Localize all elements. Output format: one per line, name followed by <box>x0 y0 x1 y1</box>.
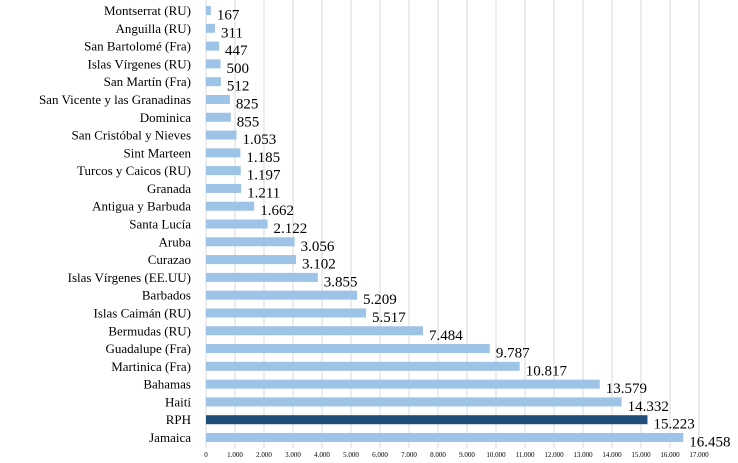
bar <box>206 23 216 33</box>
category-label: Barbados <box>142 288 191 303</box>
x-tick-label: 8.000 <box>430 451 446 459</box>
bar <box>206 6 211 15</box>
bar <box>206 255 296 265</box>
category-label: Martinica (Fra) <box>111 359 191 374</box>
bar <box>206 326 424 336</box>
x-tick-label: 1.000 <box>227 451 243 459</box>
data-label: 825 <box>236 96 258 112</box>
category-label: Bermudas (RU) <box>108 323 191 338</box>
x-axis-tick-labels: 0 1.000 2.000 3.000 4.000 5.000 6.000 7.000 8.00… <box>204 451 709 459</box>
bar <box>206 201 255 211</box>
data-label: 1.185 <box>246 150 280 166</box>
category-label: San Martín (Fra) <box>104 74 191 89</box>
data-label: 3.056 <box>301 239 335 255</box>
bar <box>206 77 221 87</box>
data-label: 311 <box>221 25 243 41</box>
x-tick-label: 6.000 <box>372 451 388 459</box>
bar <box>206 308 366 318</box>
category-label: San Cristóbal y Nieves <box>71 128 191 143</box>
x-tick-label: 5.000 <box>343 451 359 459</box>
x-tick-label: 0 <box>204 451 208 459</box>
x-tick-label: 4.000 <box>314 451 330 459</box>
x-tick-label: 3.000 <box>285 451 301 459</box>
category-label: Anguilla (RU) <box>116 21 191 36</box>
category-label: Turcos y Caicos (RU) <box>77 163 191 178</box>
data-label: 1.662 <box>260 203 294 219</box>
category-label: Islas Caimán (RU) <box>94 305 191 320</box>
bar <box>206 361 520 371</box>
category-label: Montserrat (RU) <box>104 3 191 18</box>
data-label: 2.122 <box>274 221 308 237</box>
x-tick-label: 2.000 <box>256 451 272 459</box>
category-label: Bahamas <box>143 377 191 392</box>
bar <box>206 148 241 158</box>
x-tick-label: 17.000 <box>689 451 709 459</box>
data-label: 500 <box>227 61 250 77</box>
category-label: Islas Vírgenes (EE.UU) <box>68 270 191 285</box>
bar <box>206 219 268 229</box>
data-label: 167 <box>217 8 240 24</box>
data-label: 512 <box>227 79 250 95</box>
category-label: RPH <box>166 412 191 427</box>
bar <box>206 344 490 354</box>
x-tick-label: 13.000 <box>573 451 593 459</box>
data-label: 1.053 <box>243 132 277 148</box>
category-label: Jamaica <box>149 430 191 445</box>
bar <box>206 237 295 247</box>
data-label: 1.197 <box>247 168 281 184</box>
category-labels: Montserrat (RU) Anguilla (RU) San Bartolom… <box>39 3 192 445</box>
bar <box>206 397 622 407</box>
data-label: 16.458 <box>689 435 730 451</box>
data-label: 9.787 <box>496 346 530 362</box>
bar <box>206 94 230 104</box>
bar <box>206 415 648 425</box>
category-label: Curazao <box>148 252 191 267</box>
data-label: 13.579 <box>606 381 647 397</box>
data-label: 855 <box>237 114 259 130</box>
bar <box>206 433 684 442</box>
bar <box>206 379 600 389</box>
data-label: 14.332 <box>628 399 669 415</box>
x-tick-label: 9.000 <box>459 451 475 459</box>
bar <box>206 272 318 282</box>
x-tick-label: 12.000 <box>544 451 564 459</box>
bar <box>206 41 219 51</box>
category-label: Aruba <box>159 234 192 249</box>
data-label: 15.223 <box>653 417 694 433</box>
category-label: Granada <box>147 181 191 196</box>
gridlines <box>205 0 700 448</box>
bar <box>206 166 241 176</box>
category-label: Santa Lucía <box>129 217 191 232</box>
bar <box>206 112 231 122</box>
bar <box>206 130 237 140</box>
category-label: Islas Vírgenes (RU) <box>87 56 191 71</box>
x-tick-label: 14.000 <box>602 451 622 459</box>
x-tick-label: 15.000 <box>631 451 651 459</box>
category-label: San Bartolomé (Fra) <box>84 39 191 54</box>
category-label: Haití <box>165 394 191 409</box>
category-label: Antigua y Barbuda <box>92 199 191 214</box>
data-label: 447 <box>225 43 248 59</box>
category-label: San Vicente y las Granadinas <box>39 92 191 107</box>
data-label: 10.817 <box>526 363 568 379</box>
data-label: 3.102 <box>302 257 336 273</box>
category-label: Dominica <box>140 110 191 125</box>
bar <box>206 59 221 69</box>
data-label: 7.484 <box>429 328 463 344</box>
category-label: Sint Marteen <box>123 145 191 160</box>
bars <box>206 6 684 442</box>
data-label: 3.855 <box>324 274 358 290</box>
bar <box>206 183 242 193</box>
x-tick-label: 16.000 <box>660 451 680 459</box>
x-tick-label: 11.000 <box>516 451 535 459</box>
data-label: 1.211 <box>247 185 280 201</box>
x-tick-label: 7.000 <box>401 451 417 459</box>
category-label: Guadalupe (Fra) <box>105 341 191 356</box>
bar <box>206 290 358 300</box>
data-label: 5.209 <box>363 292 397 308</box>
data-label: 5.517 <box>372 310 406 326</box>
x-tick-label: 10.000 <box>486 451 506 459</box>
